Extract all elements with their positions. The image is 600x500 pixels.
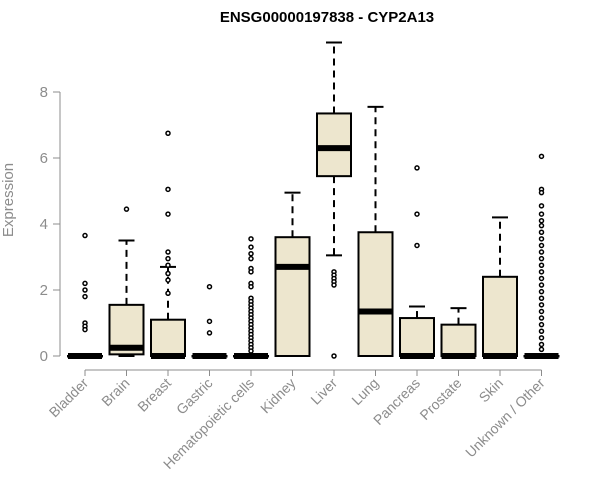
- outlier-point: [538, 282, 545, 288]
- chart-title: ENSG00000197838 - CYP2A13: [220, 9, 434, 26]
- outlier-point: [538, 189, 545, 196]
- outlier-point: [248, 244, 254, 250]
- box-breast: [150, 130, 186, 359]
- outlier-point: [538, 269, 545, 275]
- y-axis-label: Expression: [0, 163, 17, 237]
- box-gastric: [191, 283, 228, 359]
- outlier-point: [248, 269, 254, 275]
- x-tick-label: Prostate: [416, 375, 464, 423]
- outlier-point: [538, 229, 545, 235]
- x-tick-label: Lung: [348, 375, 381, 408]
- box-body: [357, 231, 394, 357]
- outlier-point: [165, 211, 171, 217]
- outlier-point: [538, 203, 545, 209]
- outlier-point: [538, 346, 545, 353]
- box-body: [482, 275, 518, 357]
- outlier-point: [248, 348, 254, 354]
- box-body: [274, 236, 311, 357]
- box-hematopoietic-cells: [233, 236, 269, 359]
- outlier-point: [82, 280, 88, 287]
- outlier-point: [331, 353, 337, 359]
- outlier-point: [82, 232, 88, 239]
- outlier-point: [82, 326, 88, 333]
- box-series: [67, 41, 560, 359]
- box-brain: [108, 206, 145, 357]
- outlier-point: [538, 153, 545, 160]
- outlier-point: [538, 236, 545, 242]
- y-tick-label: 2: [40, 282, 48, 299]
- outlier-point: [538, 315, 545, 321]
- outlier-point: [165, 277, 171, 283]
- outlier-point: [165, 270, 171, 277]
- box-body: [150, 318, 186, 358]
- outlier-point: [165, 249, 171, 255]
- outlier-point: [206, 330, 213, 336]
- outlier-point: [538, 341, 545, 348]
- outlier-point: [538, 222, 545, 229]
- outlier-point: [82, 287, 88, 293]
- outlier-point: [538, 211, 545, 217]
- outlier-point: [123, 206, 130, 212]
- box-lung: [357, 105, 394, 357]
- outlier-point: [165, 262, 171, 268]
- y-tick-label: 8: [40, 84, 48, 101]
- outlier-point: [538, 295, 545, 301]
- outlier-point: [538, 275, 545, 282]
- outlier-point: [538, 321, 545, 328]
- outlier-point: [248, 283, 254, 290]
- y-axis: 0 2 4 6 8: [40, 84, 61, 365]
- outlier-point: [538, 249, 545, 255]
- box-kidney: [274, 191, 311, 357]
- x-tick-label: Liver: [307, 375, 340, 408]
- x-tick-label: Unknown / Other: [462, 375, 548, 461]
- outlier-point: [538, 335, 545, 341]
- outlier-point: [248, 236, 254, 242]
- outlier-point: [414, 165, 420, 171]
- outlier-point: [248, 250, 254, 257]
- box-prostate: [440, 307, 477, 359]
- y-tick-label: 0: [40, 348, 48, 365]
- box-skin: [482, 216, 518, 359]
- outlier-point: [538, 262, 545, 268]
- outlier-point: [165, 255, 171, 262]
- outlier-point: [538, 242, 545, 249]
- outlier-point: [538, 302, 545, 308]
- box-body: [399, 317, 435, 357]
- outlier-point: [165, 130, 171, 136]
- y-tick-label: 4: [40, 216, 48, 233]
- outlier-point: [538, 255, 545, 262]
- outlier-point: [538, 308, 545, 315]
- outlier-point: [165, 290, 171, 297]
- x-tick-label: Skin: [476, 375, 507, 406]
- x-tick-label: Brain: [98, 375, 132, 409]
- outlier-point: [206, 283, 213, 290]
- y-tick-label: 6: [40, 150, 48, 167]
- x-tick-label: Bladder: [46, 375, 92, 421]
- outlier-point: [248, 255, 254, 262]
- box-bladder: [67, 232, 103, 359]
- outlier-point: [82, 293, 88, 300]
- outlier-point: [538, 288, 545, 295]
- box-pancreas: [399, 165, 435, 359]
- x-tick-label: Kidney: [257, 375, 299, 417]
- box-body: [440, 323, 477, 357]
- outlier-point: [538, 217, 545, 224]
- outlier-point: [414, 211, 420, 217]
- outlier-point: [206, 318, 213, 325]
- outlier-point: [538, 328, 545, 334]
- outlier-point: [165, 186, 171, 193]
- outlier-point: [414, 242, 420, 249]
- box-liver: [316, 41, 352, 359]
- box-unknown-other: [523, 153, 560, 359]
- outlier-point: [331, 282, 337, 288]
- box-body: [316, 112, 352, 178]
- x-tick-label: Breast: [134, 375, 174, 415]
